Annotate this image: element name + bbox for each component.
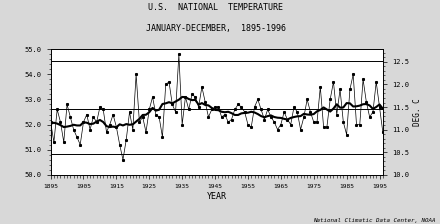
Text: National Climatic Data Center, NOAA: National Climatic Data Center, NOAA <box>313 218 436 223</box>
Y-axis label: DEG. C: DEG. C <box>413 98 422 126</box>
Text: U.S.  NATIONAL  TEMPERATURE: U.S. NATIONAL TEMPERATURE <box>148 3 283 12</box>
X-axis label: YEAR: YEAR <box>207 192 227 200</box>
Text: JANUARY-DECEMBER,  1895-1996: JANUARY-DECEMBER, 1895-1996 <box>146 24 286 32</box>
